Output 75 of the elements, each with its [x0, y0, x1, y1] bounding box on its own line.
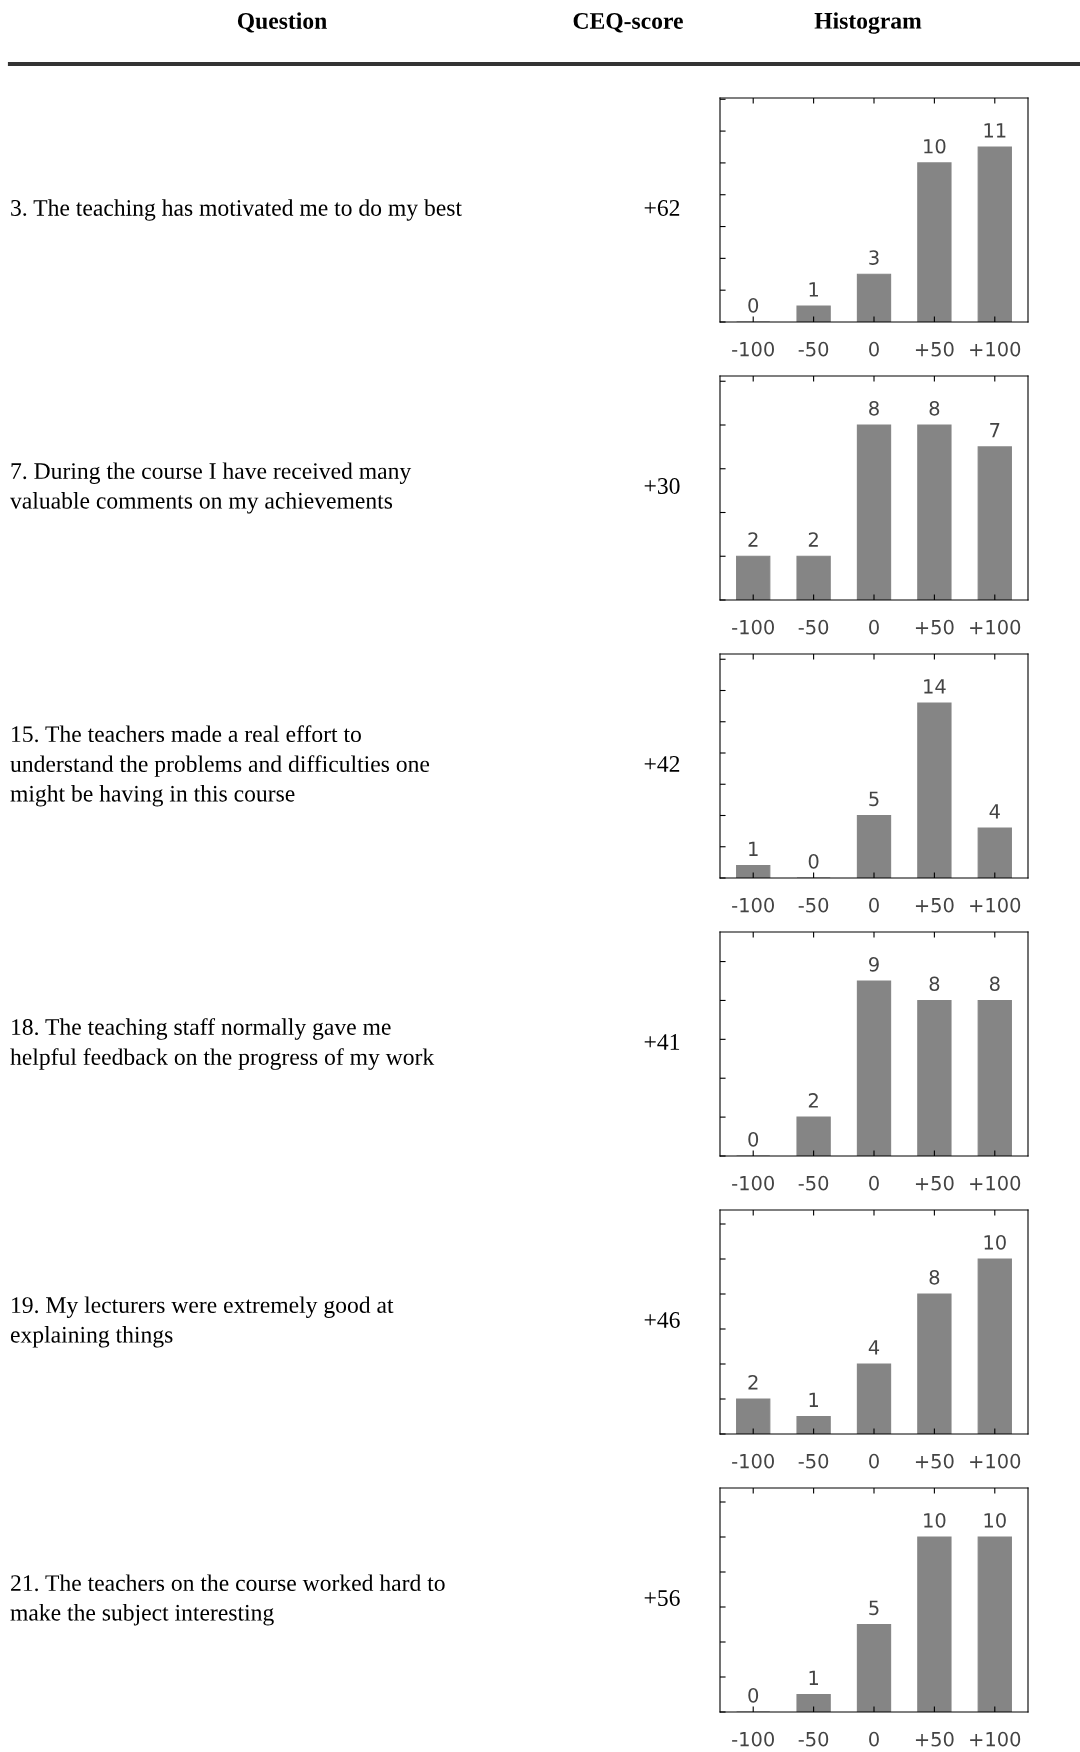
x-tick-label: +50	[915, 1731, 954, 1747]
x-tick-label: +100	[970, 1175, 1021, 1191]
data-label: 0	[748, 297, 759, 313]
data-label: 10	[984, 1512, 1006, 1528]
x-tick-label: 0	[869, 1731, 879, 1747]
data-label: 1	[809, 1392, 818, 1407]
x-tick-label: 0	[869, 1175, 879, 1191]
data-label: 4	[868, 1340, 880, 1355]
text: 19. My lecturers were extremely good at explaining things	[10, 1296, 394, 1348]
x-tick-label: 0	[869, 619, 879, 635]
data-label: 1	[809, 1670, 818, 1685]
data-label: 2	[748, 532, 758, 547]
x-tick-label: -100	[732, 1731, 774, 1747]
x-tick-label: -50	[798, 619, 829, 635]
data-label: 8	[869, 400, 879, 416]
x-tick-label: +50	[915, 341, 954, 357]
data-label: 10	[924, 138, 946, 154]
data-label: 2	[748, 1374, 758, 1390]
text: +30	[644, 477, 680, 494]
text: Histogram	[814, 12, 922, 34]
data-label: 2	[808, 532, 818, 547]
x-tick-label: +100	[970, 1453, 1021, 1469]
x-tick-label: -100	[732, 619, 774, 635]
x-tick-label: +50	[915, 897, 954, 913]
x-tick-label: +100	[970, 897, 1021, 913]
data-label: 0	[808, 853, 819, 869]
x-tick-label: 0	[869, 341, 879, 357]
text: 15. The teachers made a real effort to understand the problems and difficulties one might be having in this course	[10, 725, 430, 807]
x-tick-label: -100	[732, 341, 774, 357]
data-label: 3	[869, 250, 879, 265]
text: +56	[644, 1590, 680, 1606]
data-label: 5	[869, 1600, 879, 1616]
data-label: 9	[869, 956, 879, 972]
data-label: 8	[929, 1269, 940, 1285]
text: +46	[644, 1312, 680, 1328]
text: 21. The teachers on the course worked hard to make the subject interesting	[10, 1574, 445, 1626]
text: +42	[644, 756, 680, 772]
x-tick-label: -50	[798, 897, 829, 913]
data-label: 10	[924, 1512, 946, 1528]
data-label: 8	[929, 976, 940, 992]
x-tick-label: -100	[732, 897, 774, 913]
data-label: 1	[749, 841, 758, 856]
data-label: 4	[989, 804, 1000, 819]
x-tick-label: -50	[798, 341, 829, 357]
x-tick-label: -100	[732, 1175, 774, 1191]
data-label: 14	[924, 679, 946, 694]
x-tick-label: -50	[798, 1175, 829, 1191]
text: +41	[644, 1034, 680, 1050]
x-tick-label: +100	[970, 619, 1021, 635]
x-tick-label: +50	[915, 1453, 954, 1469]
x-tick-label: 0	[869, 897, 879, 913]
data-label: 11	[984, 123, 1006, 138]
data-label: 2	[808, 1093, 818, 1108]
x-tick-label: -50	[798, 1453, 829, 1469]
data-label: 0	[748, 1687, 759, 1703]
text: 18. The teaching staff normally gave me helpful feedback on the progress of my work	[10, 1018, 435, 1070]
x-tick-label: -100	[732, 1453, 774, 1469]
data-label: 8	[989, 976, 1000, 992]
data-label: 7	[990, 423, 1000, 438]
data-label: 0	[748, 1131, 759, 1147]
x-tick-label: -50	[798, 1731, 829, 1747]
x-tick-label: +100	[970, 341, 1021, 357]
data-label: 5	[869, 791, 879, 807]
data-label: 1	[809, 282, 818, 297]
text: CEQ-score	[573, 13, 683, 33]
x-tick-label: +50	[915, 1175, 954, 1191]
data-label: 10	[984, 1234, 1006, 1250]
x-tick-label: 0	[869, 1453, 879, 1469]
text: +62	[644, 200, 680, 216]
text: 7. During the course I have received many valuable comments on my achievements	[10, 462, 412, 514]
x-tick-label: +100	[970, 1731, 1021, 1747]
text: Question	[237, 12, 327, 33]
data-label: 8	[929, 400, 940, 416]
text: 3. The teaching has motivated me to do my best	[11, 199, 462, 221]
x-tick-label: +50	[915, 619, 954, 635]
